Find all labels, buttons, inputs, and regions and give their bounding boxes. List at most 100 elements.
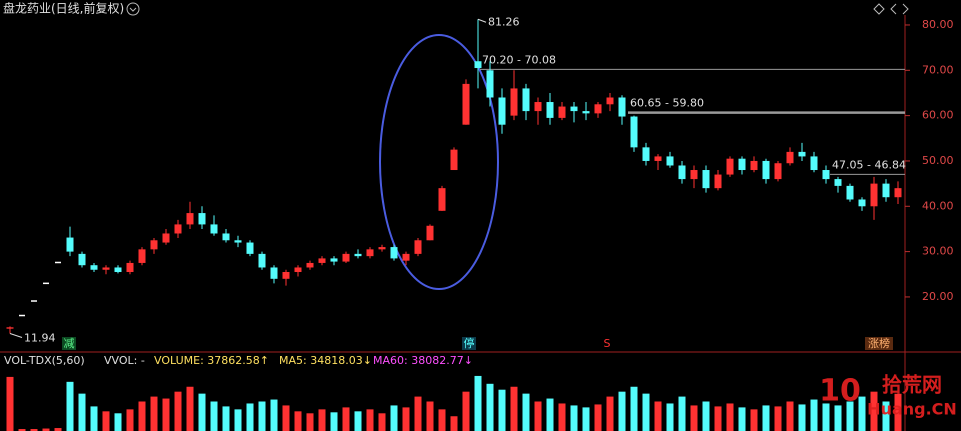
volume-bar: [162, 398, 170, 431]
volume-bar: [810, 399, 818, 431]
candle-body: [630, 116, 638, 148]
volume-title: VOL-TDX(5,60): [4, 354, 85, 367]
candle-body: [654, 156, 662, 161]
watermark-name: 拾荒网: [882, 373, 942, 397]
volume-bar: [354, 411, 362, 431]
volume-bar: [414, 396, 422, 431]
candle-body: [378, 247, 386, 250]
chart-title: 盘龙药业(日线,前复权): [3, 1, 124, 16]
volume-bar: [546, 398, 554, 431]
candle-body: [294, 267, 302, 273]
signal: S: [604, 337, 611, 350]
plot: 20.00 30.00 40.00 50.00 60.00 70.00 80.00 70.20…: [6, 15, 954, 431]
high-label: 81.26: [488, 15, 520, 28]
volume-item: MA5: 34818.03↓: [279, 354, 372, 367]
volume-bar: [762, 405, 770, 431]
volume-bar: [738, 407, 746, 431]
candle-body: [846, 185, 854, 200]
volume-bar: [618, 391, 626, 431]
volume-bar: [642, 393, 650, 431]
volume-item: VVOL: -: [104, 354, 145, 367]
volume-bar: [510, 386, 518, 431]
volume-bar: [18, 429, 26, 431]
candle-body: [162, 233, 170, 243]
candle-body: [534, 102, 542, 112]
volume-bar: [450, 416, 458, 431]
dropdown-chevron: [129, 7, 137, 12]
prev-icon[interactable]: [890, 3, 897, 15]
level-label: 60.65 - 59.80: [630, 97, 704, 110]
low-label: 11.94: [24, 331, 56, 344]
candle-body: [78, 253, 86, 266]
watermark-site: Huang.CN: [867, 400, 957, 419]
candle-body: [618, 97, 626, 117]
volume-bar: [606, 396, 614, 431]
candle-body: [198, 213, 206, 225]
candle-body: [762, 160, 770, 180]
volume-header: VOL-TDX(5,60) VVOL: - VOLUME: 37862.58↑ …: [4, 354, 473, 367]
volume-bar: [822, 403, 830, 431]
diamond-icon[interactable]: [873, 3, 885, 15]
volume-bar: [330, 412, 338, 431]
level-label: 47.05 - 46.84: [832, 158, 906, 171]
volume-bar: [846, 401, 854, 431]
candle-body: [102, 267, 110, 270]
volume-bar: [570, 405, 578, 431]
volume-bar: [894, 393, 902, 431]
volume-bar: [834, 405, 842, 431]
candle-body: [258, 253, 266, 268]
candle-body: [402, 253, 410, 261]
volume-bar: [54, 428, 62, 431]
volume-bar: [366, 409, 374, 431]
volume-bar: [126, 409, 134, 431]
volume-bar: [42, 428, 50, 431]
candle-body: [522, 88, 530, 112]
volume-bar: [858, 396, 866, 431]
volume-bar: [582, 407, 590, 431]
candle-body: [678, 165, 686, 180]
volume-item: MA60: 38082.77↓: [373, 354, 473, 367]
candle-body: [150, 240, 158, 250]
volume-bar: [306, 413, 314, 431]
candle-body: [462, 83, 470, 125]
candle-body: [786, 151, 794, 164]
candle-body: [738, 158, 746, 171]
candle-body: [306, 262, 314, 268]
volume-bar: [594, 404, 602, 431]
candle-body: [342, 253, 350, 262]
volume-bar: [486, 383, 494, 431]
volume-item: VOLUME: 37862.58↑: [154, 354, 269, 367]
volume-bar: [150, 396, 158, 431]
volume-bar: [462, 391, 470, 431]
candle-body: [894, 188, 902, 198]
volume-bar: [258, 401, 266, 431]
volume-bar: [294, 411, 302, 431]
candle-body: [366, 249, 374, 257]
volume-bar: [678, 396, 686, 431]
volume-bar: [474, 375, 482, 431]
candle-body: [870, 183, 878, 207]
volume-bar: [798, 404, 806, 431]
candle-body: [354, 253, 362, 257]
candle-body: [414, 240, 422, 254]
watermark: 10 拾荒网 Huang.CN: [819, 373, 957, 419]
candle-body: [246, 242, 254, 254]
volume-bar: [558, 403, 566, 431]
volume-bar: [774, 406, 782, 431]
candle-body: [114, 267, 122, 273]
volume-bar: [702, 401, 710, 431]
candle-body: [390, 247, 398, 259]
y-tick-label: 40.00: [922, 199, 954, 212]
y-tick-label: 80.00: [922, 18, 954, 31]
volume-bar: [186, 386, 194, 431]
candle-body: [66, 237, 74, 252]
y-tick-label: 50.00: [922, 154, 954, 167]
candle-body: [642, 147, 650, 161]
volume-bar: [6, 376, 14, 431]
watermark-logo: 10: [819, 374, 861, 409]
dropdown-icon[interactable]: [126, 2, 140, 16]
next-icon[interactable]: [902, 3, 909, 15]
candle-body: [834, 179, 842, 186]
candle-body: [90, 265, 98, 270]
